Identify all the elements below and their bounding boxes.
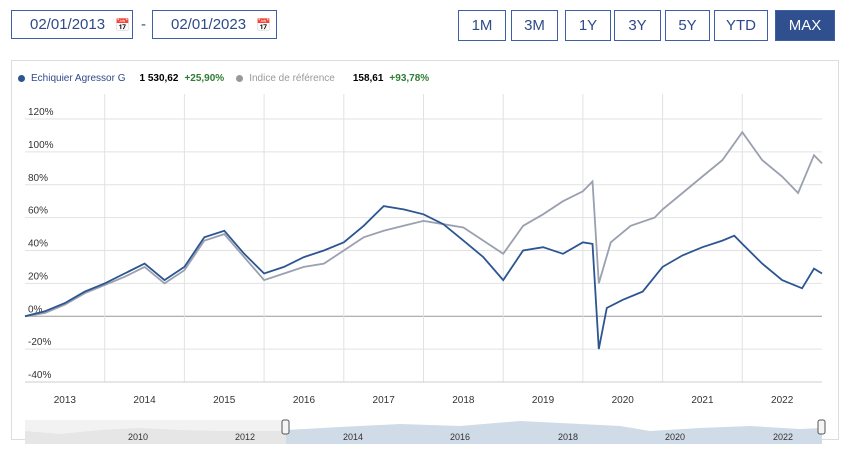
x-tick-label: 2018 — [452, 395, 475, 406]
calendar-icon[interactable]: 📅 — [115, 17, 131, 32]
navigator-handle[interactable] — [281, 419, 290, 435]
range-button-3m[interactable]: 3M — [511, 10, 558, 41]
navigator-label: 2010 — [128, 432, 148, 442]
y-tick-label: 40% — [28, 239, 48, 250]
legend-benchmark-change: +93,78% — [389, 73, 430, 84]
navigator-label: 2012 — [235, 432, 255, 442]
x-tick-label: 2021 — [691, 395, 714, 406]
end-date-input[interactable]: 02/01/2023 📅 — [152, 10, 277, 39]
navigator-selected-range[interactable] — [286, 421, 822, 444]
y-tick-label: 20% — [28, 271, 48, 282]
range-button-1y[interactable]: 1Y — [565, 10, 611, 41]
legend-benchmark-name[interactable]: Indice de référence — [249, 73, 335, 84]
series-line-fund — [24, 205, 823, 350]
range-button-3y[interactable]: 3Y — [614, 10, 661, 41]
y-tick-label: 100% — [28, 140, 54, 151]
y-tick-label: 80% — [28, 173, 48, 184]
navigator-label: 2022 — [773, 432, 793, 442]
navigator-label: 2014 — [343, 432, 363, 442]
start-date-value: 02/01/2013 — [30, 16, 106, 33]
series-dot — [18, 75, 25, 82]
range-button-5y[interactable]: 5Y — [665, 10, 710, 41]
navigator-label: 2020 — [665, 432, 685, 442]
legend-fund-name[interactable]: Echiquier Agressor G — [31, 73, 126, 84]
navigator-label: 2018 — [558, 432, 578, 442]
x-tick-label: 2017 — [373, 395, 396, 406]
end-date-value: 02/01/2023 — [171, 16, 247, 33]
range-button-1m[interactable]: 1M — [458, 10, 506, 41]
range-button-ytd[interactable]: YTD — [714, 10, 768, 41]
legend: Echiquier Agressor G 1 530,62 +25,90% In… — [18, 73, 429, 84]
x-tick-label: 2014 — [133, 395, 156, 406]
x-tick-label: 2013 — [54, 395, 77, 406]
x-tick-label: 2022 — [771, 395, 794, 406]
legend-benchmark-value: 158,61 — [352, 73, 384, 84]
x-tick-label: 2016 — [293, 395, 316, 406]
legend-fund-value: 1 530,62 — [139, 73, 179, 84]
y-tick-label: -20% — [28, 337, 51, 348]
y-tick-label: 120% — [28, 107, 54, 118]
x-tick-label: 2020 — [612, 395, 635, 406]
navigator[interactable]: 2010 2012 2014 2016 2018 2020 2022 — [25, 419, 826, 444]
start-date-input[interactable]: 02/01/2013 📅 — [11, 10, 133, 39]
legend-fund-change: +25,90% — [184, 73, 225, 84]
navigator-handle[interactable] — [817, 419, 826, 435]
calendar-icon[interactable]: 📅 — [256, 17, 272, 32]
y-tick-label: 60% — [28, 206, 48, 217]
x-tick-label: 2019 — [532, 395, 555, 406]
y-tick-label: 0% — [28, 304, 43, 315]
series-dot — [236, 75, 244, 82]
date-separator: - — [141, 16, 146, 33]
range-button-max[interactable]: MAX — [775, 10, 835, 41]
series-line-benchmark — [24, 130, 823, 318]
y-tick-label: -40% — [28, 370, 51, 381]
navigator-label: 2016 — [450, 432, 470, 442]
x-tick-label: 2015 — [213, 395, 236, 406]
